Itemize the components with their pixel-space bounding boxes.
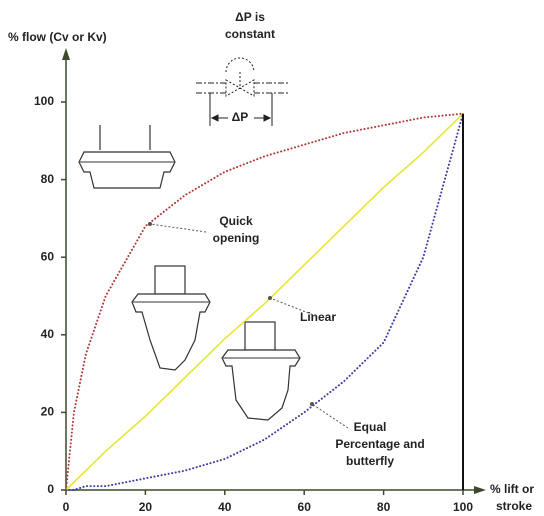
y-tick-label: 20 [41,405,55,419]
annotation: Percentage and [335,437,424,451]
y-tick-label: 60 [41,249,55,263]
x-tick-label: 100 [453,500,473,514]
annotation-leader-dot [148,222,152,226]
linear-plug-icon [132,266,210,370]
annotation-leader [150,224,206,232]
chart: % flow (Cv or Kv) % lift or stroke 0 20 40… [0,0,544,516]
x-axis-arrow [474,486,486,494]
x-tick-label: 60 [298,500,312,514]
x-tick-label: 20 [139,500,153,514]
x-tick-label: 0 [63,500,70,514]
y-axis-label: % flow (Cv or Kv) [8,30,107,44]
annotation: butterfly [346,454,394,468]
quick-opening-plug-icon [79,125,175,188]
annotation: Quick [219,214,253,228]
annotation-leader-dot [268,296,272,300]
annotation-leader-dot [310,402,314,406]
x-axis-label: % lift or [490,482,534,496]
equal-percentage-plug-icon [222,322,300,420]
y-tick-label: 100 [34,94,54,108]
y-tick-label: 0 [47,482,54,496]
x-axis-label: stroke [496,499,532,513]
y-axis-arrow [62,48,70,60]
x-tick-label: 80 [377,500,391,514]
annotation: constant [225,27,275,41]
annotation: opening [213,231,260,245]
x-tick-label: 40 [218,500,232,514]
annotation: Linear [300,310,336,324]
annotation: ΔP is [235,10,265,24]
y-tick-label: 80 [41,172,55,186]
y-tick-label: 40 [41,327,55,341]
annotation-leader [312,404,348,428]
annotation: ΔP [232,110,249,124]
annotation: Equal [354,420,387,434]
